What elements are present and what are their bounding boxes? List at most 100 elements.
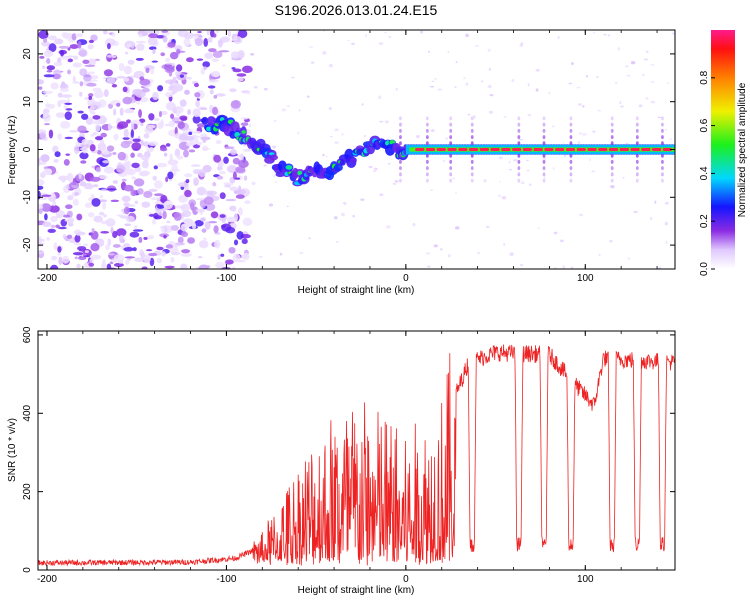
spectrogram-cell	[186, 76, 192, 80]
spectrogram-cell	[79, 151, 89, 160]
spectrogram-cell	[52, 200, 56, 207]
spectrogram-cell	[50, 224, 56, 229]
spectrogram-cell	[542, 141, 546, 146]
spectrogram-cell	[84, 250, 89, 254]
spectrogram-cell	[633, 210, 638, 214]
spectrogram-cell	[113, 262, 124, 268]
spectrogram-cell	[241, 238, 248, 245]
spectrogram-cell	[228, 218, 234, 222]
spectrogram-cell	[46, 57, 51, 64]
spectrogram-cell	[557, 36, 560, 39]
spectrogram-cell	[163, 152, 168, 157]
spectrogram-cell	[203, 37, 209, 47]
spectrogram-cell	[124, 51, 129, 55]
spectrogram-cell	[350, 157, 357, 164]
snr-x-tick-label: 0	[403, 574, 409, 585]
spectrogram-cell	[200, 133, 208, 138]
spectrogram-x-tick-label: -100	[216, 273, 236, 284]
spectrogram-cell	[243, 175, 248, 181]
spectrogram-cell	[232, 68, 242, 73]
spectrogram-cell	[195, 198, 205, 201]
spectrogram-cell	[111, 33, 116, 37]
spectrogram-cell	[449, 141, 453, 146]
spectrogram-cell	[610, 166, 614, 171]
spectrogram-cell	[650, 100, 656, 104]
spectrogram-cell	[610, 178, 614, 183]
spectrogram-cell	[123, 128, 129, 138]
spectrogram-cell	[226, 165, 238, 173]
spectrogram-cell	[610, 122, 614, 127]
spectrogram-cell	[236, 231, 244, 240]
spectrogram-cell	[94, 136, 104, 141]
spectrogram-cell	[88, 95, 93, 101]
spectrogram-cell	[664, 201, 669, 205]
spectrogram-cell	[661, 135, 664, 140]
spectrogram-cell	[181, 249, 191, 254]
spectrogram-cell	[185, 141, 195, 147]
spectrogram-cell	[517, 159, 521, 164]
spectrogram-cell	[617, 47, 620, 51]
spectrogram-cell	[250, 52, 255, 56]
spectrogram-cell	[225, 259, 234, 265]
spectrogram-cell	[50, 82, 59, 90]
spectrogram-cell	[130, 44, 135, 49]
spectrogram-cell	[395, 87, 398, 91]
spectrogram-cell	[79, 68, 88, 77]
spectrogram-cell	[425, 172, 429, 177]
spectrogram-cell	[542, 172, 546, 177]
spectrogram-cell	[160, 52, 166, 57]
spectrogram-cell	[149, 147, 154, 151]
spectrogram-cell	[622, 176, 625, 179]
spectrogram-cell	[609, 239, 613, 243]
spectrogram-cell	[66, 98, 71, 107]
spectrogram-cell	[399, 116, 402, 121]
spectrogram-cell	[449, 172, 453, 177]
spectrogram-cell	[46, 65, 56, 71]
spectrogram-cell	[661, 159, 664, 164]
spectrogram-cell	[368, 165, 373, 169]
spectrogram-cell	[425, 135, 429, 140]
spectrogram-x-ticks: -200 -100 0 100	[37, 30, 658, 284]
spectrogram-cell	[67, 222, 74, 227]
colorbar-gradient	[711, 30, 735, 269]
spectrogram-cell	[635, 141, 639, 146]
spectrogram-cell	[40, 154, 50, 162]
spectrogram-cell	[577, 141, 581, 144]
spectrogram-cell	[153, 193, 164, 197]
spectrogram-cell	[517, 153, 521, 158]
spectrogram-cell	[310, 61, 315, 64]
spectrogram-cell	[650, 63, 655, 66]
spectrogram-cell	[542, 122, 546, 127]
spectrogram-cell	[430, 189, 434, 191]
spectrogram-cell	[517, 166, 521, 171]
spectrogram-cell	[470, 116, 474, 121]
spectrogram-cell	[217, 254, 221, 261]
spectrogram-cell	[635, 172, 639, 177]
spectrogram-cell	[585, 74, 589, 78]
spectrogram-cell	[645, 97, 649, 100]
spectrogram-cell	[669, 138, 672, 141]
spectrogram-y-tick-label: -10	[22, 190, 33, 205]
spectrogram-cell	[238, 185, 242, 195]
spectrogram-cell	[67, 69, 72, 75]
spectrogram-x-tick-label: 0	[403, 273, 409, 284]
spectrogram-cell	[635, 135, 639, 140]
spectrogram-cell	[219, 214, 226, 218]
spectrogram-cell	[179, 115, 188, 120]
spectrogram-cell	[153, 165, 158, 170]
spectrogram-cell	[118, 234, 125, 243]
spectrogram-cell	[430, 128, 435, 133]
spectrogram-cell	[90, 243, 100, 252]
spectrogram-cell	[100, 132, 107, 138]
spectrogram-cell	[137, 152, 143, 158]
spectrogram-cell	[87, 58, 96, 66]
spectrogram-cell	[449, 122, 453, 127]
spectrogram-cell	[53, 159, 59, 163]
spectrogram-cell	[328, 106, 332, 111]
spectrogram-cell	[203, 237, 207, 241]
spectrogram-cell	[135, 40, 147, 44]
spectrogram-cell	[215, 261, 225, 269]
spectrogram-cell	[204, 203, 216, 211]
spectrogram-cell	[148, 113, 155, 121]
spectrogram-cell	[183, 149, 189, 158]
